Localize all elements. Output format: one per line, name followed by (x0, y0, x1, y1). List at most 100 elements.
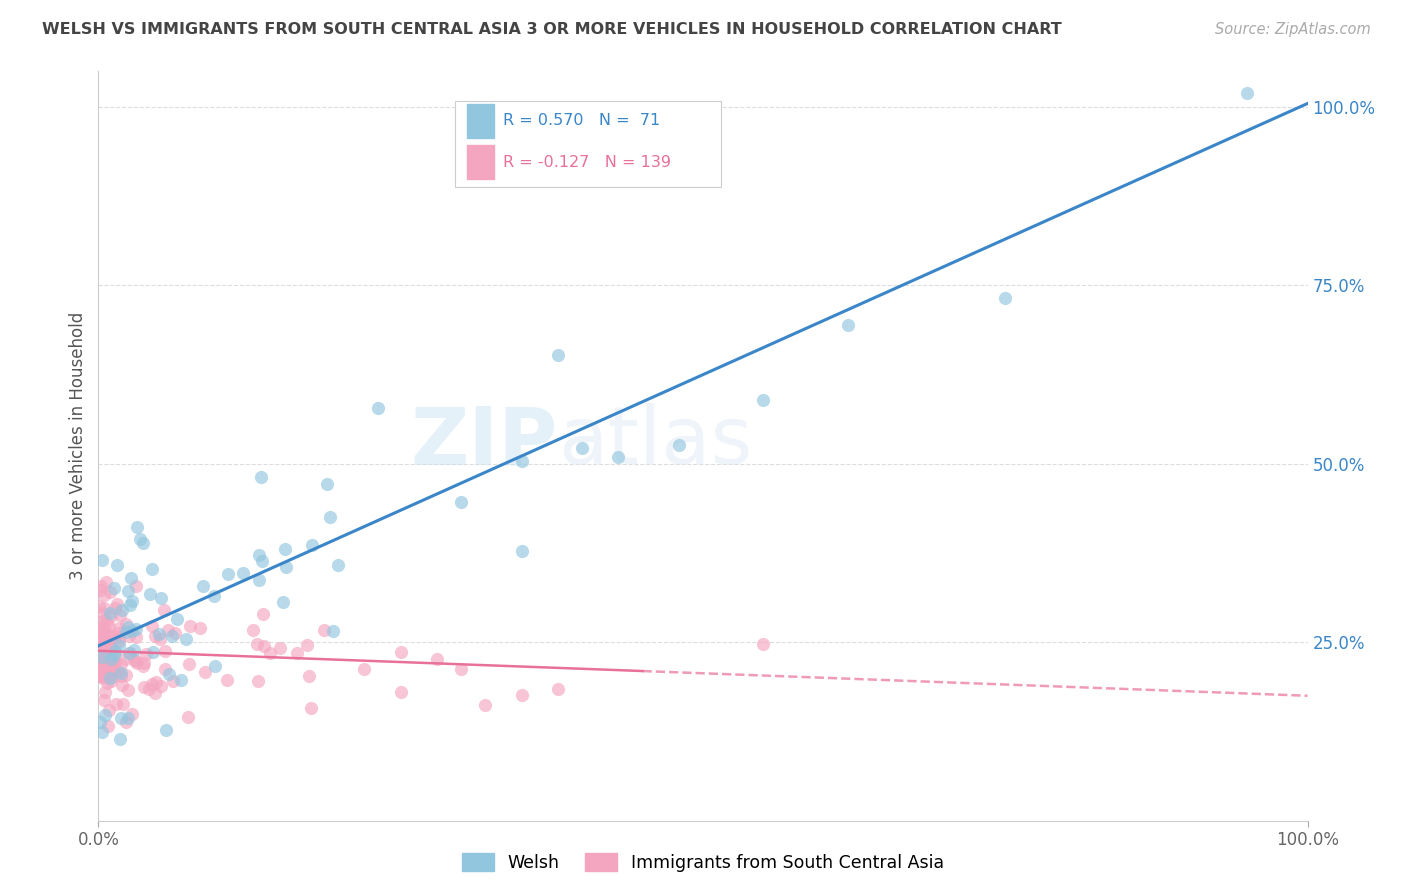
Point (104, 643, 127, 657)
Point (103, 669, 125, 683)
Point (353, 662, 375, 676)
Point (87, 631, 110, 645)
Point (128, 532, 150, 546)
Point (100, 658, 122, 673)
Point (547, 682, 569, 697)
Point (247, 673, 270, 688)
Point (148, 627, 170, 641)
Point (155, 643, 177, 657)
Point (96, 645, 118, 659)
Point (90, 579, 112, 593)
Point (326, 558, 349, 572)
Point (110, 603, 132, 617)
Point (94, 655, 117, 669)
Text: atlas: atlas (558, 403, 752, 482)
Point (93, 692, 115, 706)
Point (170, 673, 193, 688)
Point (105, 597, 128, 611)
Point (125, 520, 148, 534)
Point (93, 588, 115, 602)
Point (153, 662, 176, 676)
Point (143, 629, 166, 643)
Point (94, 708, 117, 723)
Point (104, 655, 127, 669)
Text: R = -0.127   N = 139: R = -0.127 N = 139 (503, 154, 672, 169)
Point (100, 651, 122, 665)
Point (87, 599, 110, 613)
Point (547, 348, 569, 362)
Point (607, 450, 630, 464)
Point (246, 637, 269, 651)
Point (103, 630, 125, 644)
Point (89, 621, 111, 635)
Point (97, 638, 120, 652)
Point (837, 318, 859, 332)
Point (98, 627, 121, 641)
Point (132, 681, 155, 695)
Point (474, 698, 496, 712)
Point (90, 642, 112, 657)
Point (91, 626, 114, 640)
Point (177, 657, 200, 671)
Point (132, 659, 155, 673)
Point (115, 624, 138, 639)
Point (105, 558, 128, 572)
Point (125, 622, 148, 636)
Point (118, 646, 141, 660)
Point (141, 619, 163, 633)
Point (115, 714, 138, 729)
Legend: Welsh, Immigrants from South Central Asia: Welsh, Immigrants from South Central Asi… (456, 847, 950, 879)
Point (110, 657, 132, 671)
Point (242, 624, 264, 638)
Point (108, 608, 131, 623)
Text: WELSH VS IMMIGRANTS FROM SOUTH CENTRAL ASIA 3 OR MORE VEHICLES IN HOUSEHOLD CORR: WELSH VS IMMIGRANTS FROM SOUTH CENTRAL A… (42, 22, 1062, 37)
Point (157, 667, 180, 681)
Point (98, 637, 121, 651)
Point (125, 630, 148, 644)
Point (87, 669, 110, 683)
Point (118, 647, 141, 661)
Point (188, 621, 211, 635)
Point (118, 629, 141, 643)
Point (96, 634, 118, 648)
Point (117, 619, 139, 633)
Point (118, 598, 141, 612)
Point (103, 661, 125, 675)
Point (247, 548, 270, 562)
Point (191, 579, 214, 593)
Point (426, 652, 449, 666)
Point (91, 638, 114, 652)
Point (110, 666, 132, 681)
Point (98, 703, 121, 717)
Point (125, 654, 148, 668)
Point (96, 575, 118, 590)
Point (114, 652, 136, 666)
Point (94, 684, 117, 698)
Point (176, 632, 198, 647)
Point (510, 454, 533, 468)
Point (142, 645, 165, 659)
Point (510, 688, 533, 702)
Point (122, 653, 145, 667)
Bar (467, 145, 494, 179)
Point (100, 609, 122, 624)
Point (139, 587, 162, 601)
Point (120, 571, 142, 585)
Point (89, 659, 111, 673)
Point (166, 612, 188, 626)
Point (100, 657, 122, 672)
Point (250, 470, 273, 484)
FancyBboxPatch shape (456, 102, 721, 187)
Point (319, 509, 342, 524)
Point (314, 623, 336, 637)
Point (217, 567, 239, 582)
Point (89, 583, 111, 598)
Point (91, 615, 114, 629)
Point (232, 566, 254, 580)
Point (135, 648, 157, 662)
Point (110, 732, 132, 747)
Point (156, 623, 179, 637)
Point (143, 686, 166, 700)
Point (101, 655, 124, 669)
Point (162, 674, 184, 689)
